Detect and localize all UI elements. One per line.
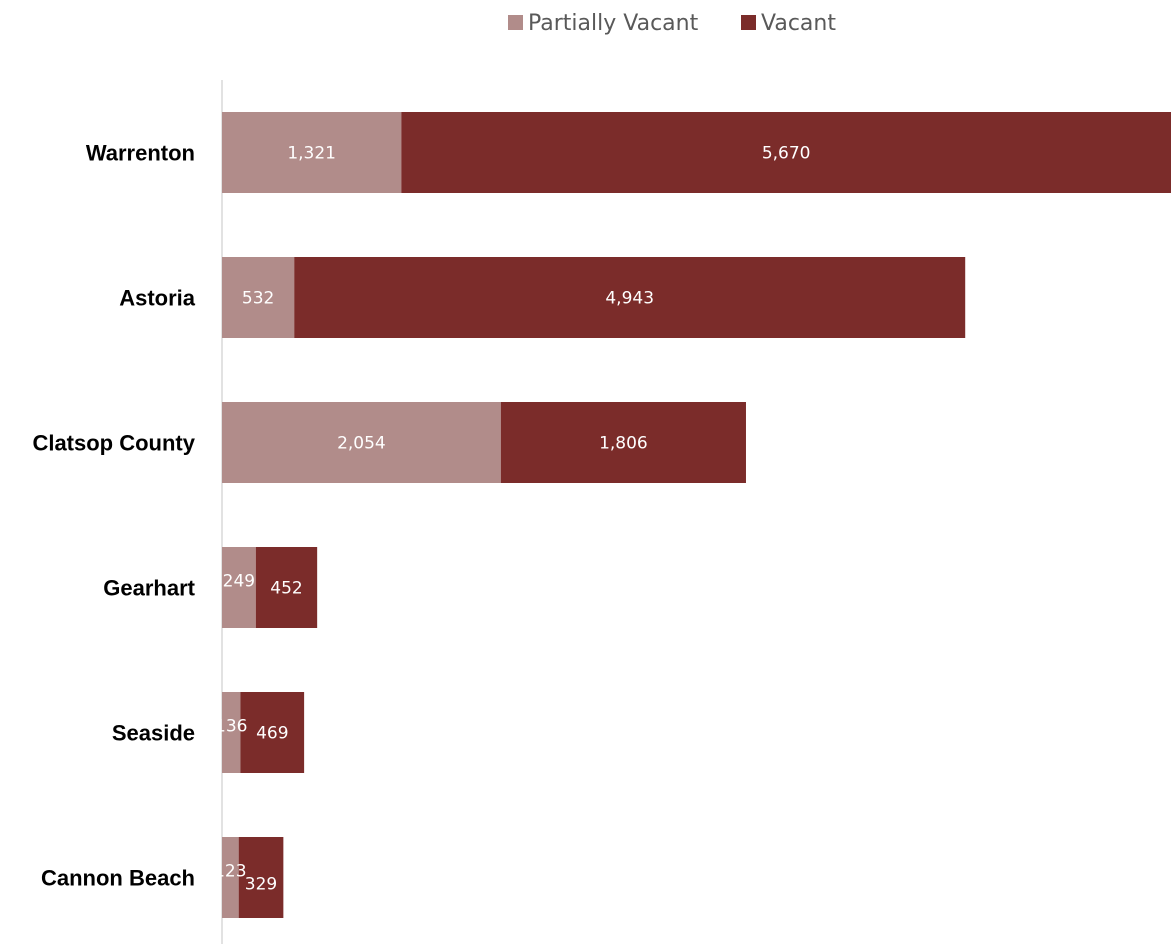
- category-label-gearhart: Gearhart: [103, 576, 195, 601]
- bar-vacant-astoria: [294, 257, 966, 338]
- data-label-partially-vacant-clatsop-county: 2,054: [337, 434, 386, 454]
- category-label-clatsop-county: Clatsop County: [32, 431, 195, 456]
- legend-label-partially-vacant: Partially Vacant: [528, 11, 699, 36]
- bar-vacant-cannon-beach: [238, 837, 284, 918]
- category-label-astoria: Astoria: [119, 286, 196, 311]
- bar-partially-vacant-clatsop-county: [222, 402, 501, 483]
- category-label-seaside: Seaside: [112, 721, 195, 746]
- legend: Partially Vacant Vacant: [508, 11, 836, 36]
- legend-label-vacant: Vacant: [761, 11, 836, 36]
- bars: [222, 112, 1171, 918]
- data-label-vacant-clatsop-county: 1,806: [599, 434, 648, 454]
- data-label-vacant-astoria: 4,943: [605, 289, 654, 309]
- data-label-partially-vacant-warrenton: 1,321: [287, 144, 336, 164]
- category-labels: Warrenton Astoria Clatsop County Gearhart Se…: [32, 141, 195, 891]
- bar-partially-vacant-warrenton: [222, 112, 402, 193]
- bar-vacant-seaside: [240, 692, 305, 773]
- legend-swatch-partially-vacant: [508, 15, 523, 30]
- category-label-warrenton: Warrenton: [86, 141, 195, 166]
- bar-partially-vacant-cannon-beach: [222, 837, 239, 918]
- data-label-vacant-seaside: 469: [256, 724, 288, 744]
- data-label-partially-vacant-cannon-beach: 123: [214, 862, 246, 882]
- data-label-partially-vacant-astoria: 532: [242, 289, 274, 309]
- category-label-cannon-beach: Cannon Beach: [41, 866, 195, 891]
- data-labels: 1,321 5,670 532 4,943 2,054 1,806 249 452 136 469…: [214, 144, 810, 895]
- bar-vacant-gearhart: [255, 547, 318, 628]
- bar-partially-vacant-astoria: [222, 257, 295, 338]
- data-label-partially-vacant-seaside: 136: [215, 717, 247, 737]
- data-label-vacant-gearhart: 452: [270, 579, 302, 599]
- bar-vacant-clatsop-county: [500, 402, 746, 483]
- bar-partially-vacant-seaside: [222, 692, 241, 773]
- data-label-vacant-cannon-beach: 329: [245, 875, 277, 895]
- bar-partially-vacant-gearhart: [222, 547, 256, 628]
- data-label-vacant-warrenton: 5,670: [762, 144, 811, 164]
- legend-swatch-vacant: [741, 15, 756, 30]
- data-label-partially-vacant-gearhart: 249: [223, 572, 255, 592]
- bar-vacant-warrenton: [401, 112, 1171, 193]
